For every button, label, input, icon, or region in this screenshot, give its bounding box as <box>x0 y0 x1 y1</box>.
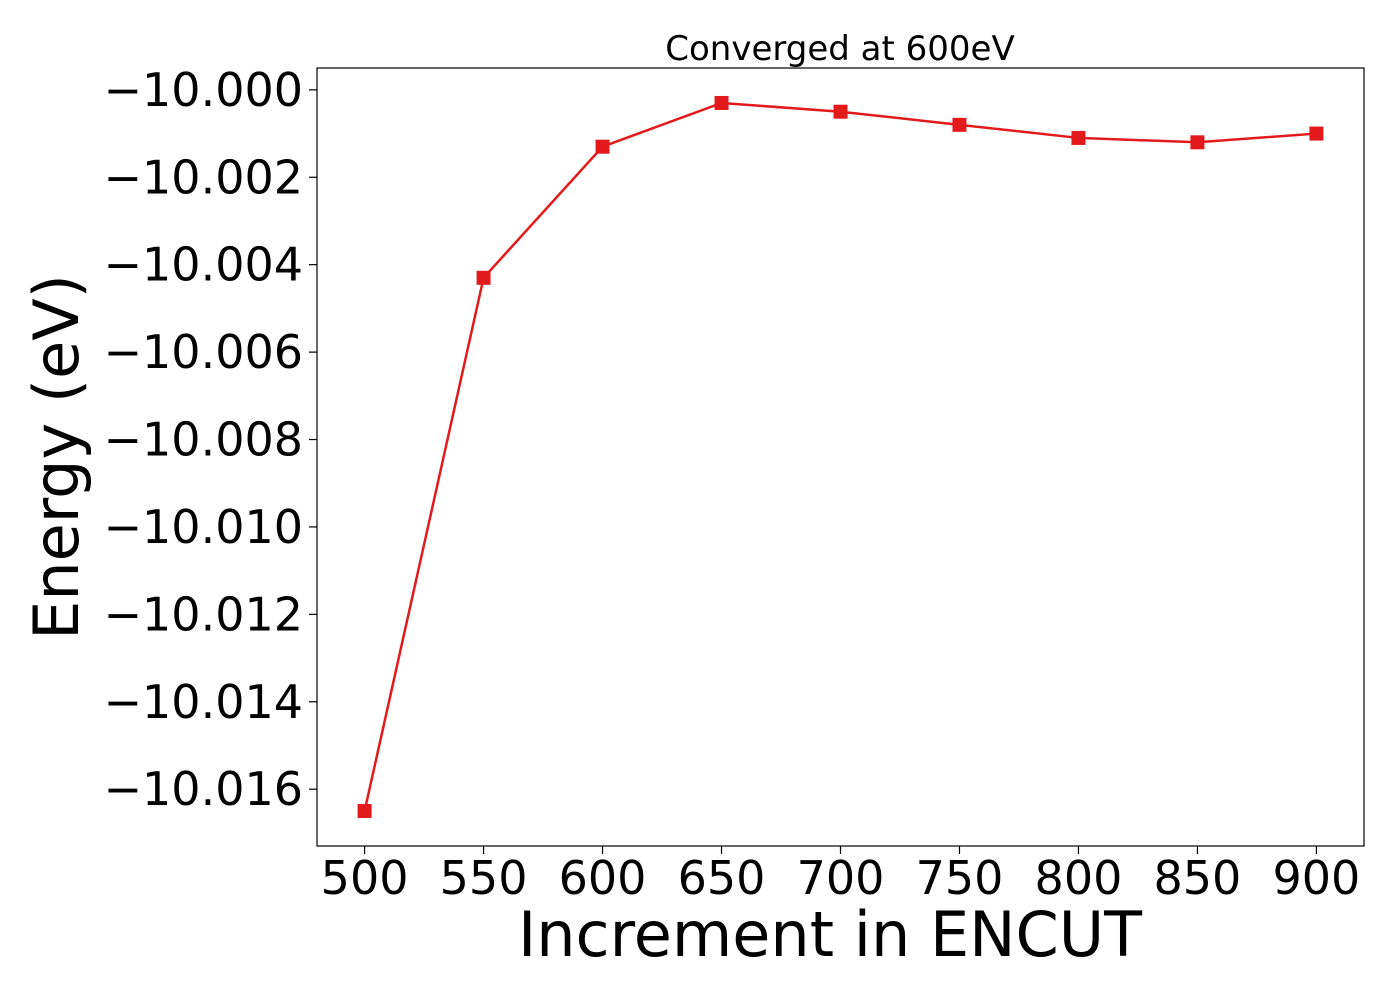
y-tick-label: −10.006 <box>104 325 304 379</box>
x-tick-label: 900 <box>1273 851 1361 905</box>
data-point-marker <box>833 104 848 119</box>
data-point-marker <box>714 95 729 110</box>
y-tick-label: −10.016 <box>104 762 304 816</box>
y-tick-label: −10.014 <box>104 675 304 729</box>
data-point-marker <box>1190 135 1205 150</box>
series-line <box>363 101 1317 812</box>
chart-title: Converged at 600eV <box>665 29 1014 69</box>
x-tick-label: 500 <box>321 851 409 905</box>
x-tick-label: 550 <box>440 851 528 905</box>
data-point-marker <box>952 117 967 132</box>
y-axis-ticks: −10.000 −10.002 −10.004 −10.006 −10.008 −10.0… <box>104 63 317 816</box>
x-axis-label: Increment in ENCUT <box>518 898 1143 971</box>
x-tick-label: 600 <box>559 851 647 905</box>
data-point-marker <box>357 804 372 819</box>
data-point-marker <box>595 139 610 154</box>
x-tick-label: 650 <box>678 851 766 905</box>
data-point-marker <box>1071 130 1086 145</box>
x-tick-label: 800 <box>1035 851 1123 905</box>
y-tick-label: −10.004 <box>104 238 304 292</box>
y-axis-label: Energy (eV) <box>20 274 93 640</box>
data-point-marker <box>1309 126 1324 141</box>
y-tick-label: −10.008 <box>104 413 304 467</box>
y-tick-label: −10.002 <box>104 150 304 204</box>
y-tick-label: −10.000 <box>104 63 304 117</box>
x-tick-label: 700 <box>797 851 885 905</box>
plot-frame <box>316 67 1365 847</box>
data-point-marker <box>476 270 491 285</box>
plot-series <box>357 95 1324 819</box>
x-tick-label: 850 <box>1154 851 1242 905</box>
x-axis-ticks: 500 550 600 650 700 750 800 850 900 <box>321 846 1361 905</box>
y-tick-label: −10.010 <box>104 500 304 554</box>
y-tick-label: −10.012 <box>104 587 304 641</box>
x-tick-label: 750 <box>916 851 1004 905</box>
